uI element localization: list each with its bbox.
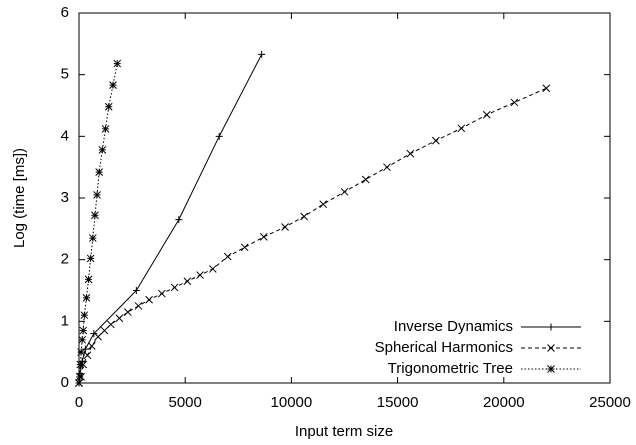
data-point — [215, 132, 223, 140]
data-point — [113, 59, 122, 68]
data-point — [300, 212, 308, 221]
data-point — [258, 50, 266, 58]
data-point — [75, 372, 84, 381]
data-point — [170, 283, 179, 292]
data-point — [175, 216, 183, 224]
y-tick-label: 3 — [61, 189, 69, 206]
data-point — [81, 345, 89, 353]
data-point — [340, 187, 349, 196]
data-point — [94, 332, 102, 341]
data-point — [100, 326, 109, 335]
y-axis-label: Log (time [ms]) — [11, 148, 28, 248]
y-tick-label: 5 — [61, 66, 69, 83]
data-point — [90, 330, 98, 338]
y-tick-label: 2 — [61, 251, 69, 268]
x-tick-label: 5000 — [169, 394, 202, 411]
legend-label: Spherical Harmonics — [375, 339, 513, 356]
data-point — [134, 302, 143, 310]
data-point — [123, 308, 132, 316]
data-point — [482, 110, 491, 119]
y-tick-label: 1 — [61, 312, 69, 329]
y-tick-label: 0 — [61, 374, 69, 391]
x-tick-label: 20000 — [483, 394, 525, 411]
legend-marker — [547, 344, 555, 352]
x-tick-label: 15000 — [377, 394, 419, 411]
data-point — [104, 102, 113, 111]
data-point — [88, 234, 97, 242]
legend-label: Trigonometric Tree — [388, 360, 513, 377]
data-point — [361, 175, 370, 184]
data-point — [87, 342, 96, 350]
x-axis-label: Input term size — [295, 423, 393, 440]
data-point — [77, 348, 85, 357]
data-point — [93, 191, 101, 199]
data-point — [240, 243, 249, 252]
data-point — [457, 124, 466, 133]
legend-marker — [547, 323, 555, 331]
data-point — [91, 211, 99, 220]
data-point — [115, 314, 124, 323]
data-point — [86, 254, 95, 263]
data-point — [542, 84, 551, 93]
series-line — [78, 54, 263, 384]
data-point — [510, 98, 519, 107]
data-point — [95, 168, 104, 176]
data-point — [183, 277, 192, 286]
data-point — [84, 275, 93, 284]
data-point — [281, 223, 289, 231]
x-tick-label: 0 — [75, 394, 83, 411]
data-point — [208, 265, 217, 273]
data-point — [79, 326, 88, 335]
legend-label: Inverse Dynamics — [394, 318, 513, 335]
data-point — [145, 295, 153, 304]
data-point — [132, 287, 140, 294]
data-point — [83, 351, 92, 360]
data-point — [223, 252, 232, 261]
data-point — [82, 294, 91, 302]
data-point — [109, 81, 117, 90]
y-tick-label: 6 — [61, 4, 69, 21]
x-tick-label: 10000 — [271, 394, 313, 411]
data-point — [107, 320, 115, 329]
series-line — [78, 63, 118, 384]
data-point — [157, 289, 166, 298]
data-point — [196, 271, 204, 279]
y-tick-label: 4 — [61, 127, 69, 144]
data-point — [319, 200, 328, 209]
data-point — [76, 360, 85, 369]
data-point — [406, 149, 415, 158]
data-point — [259, 232, 268, 241]
data-point — [80, 311, 89, 320]
x-tick-label: 25000 — [589, 394, 631, 411]
data-point — [383, 163, 391, 172]
legend-marker — [547, 365, 555, 373]
data-point — [101, 125, 110, 133]
data-point — [78, 335, 87, 344]
data-point — [431, 136, 440, 145]
data-point — [75, 379, 83, 387]
data-point — [98, 146, 107, 154]
